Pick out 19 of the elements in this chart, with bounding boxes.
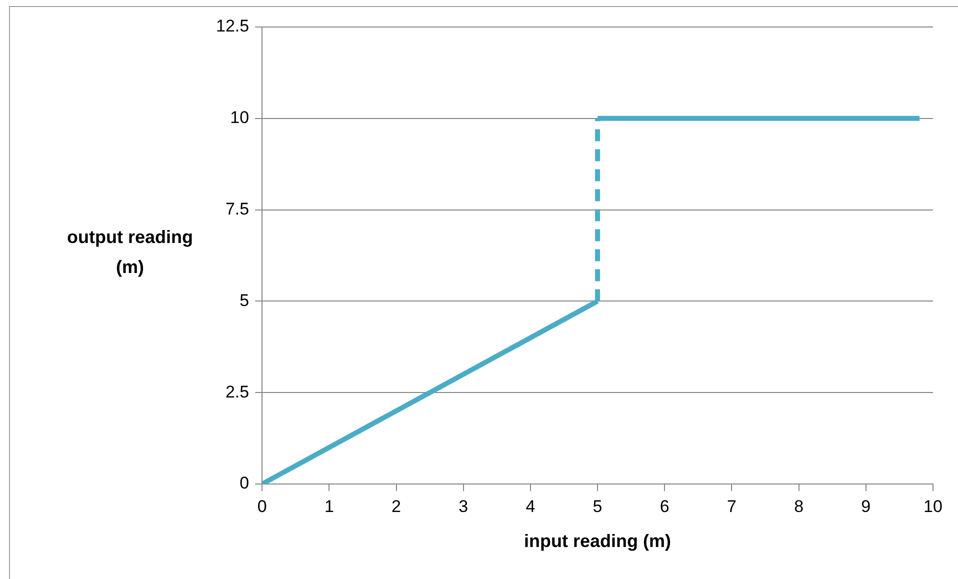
x-tick-label: 0: [257, 496, 267, 516]
y-tick-label: 2.5: [225, 382, 250, 402]
x-tick-label: 8: [794, 496, 804, 516]
y-tick-label: 5: [240, 290, 250, 310]
x-axis-title: input reading (m): [524, 531, 672, 552]
x-tick-label: 10: [924, 496, 942, 516]
x-tick-label: 5: [592, 496, 602, 516]
y-tick-label: 10: [230, 108, 250, 128]
y-tick-label: 0: [240, 474, 250, 493]
x-tick-label: 4: [526, 496, 536, 516]
x-tick-label: 6: [660, 496, 670, 516]
y-tick-label: 7.5: [225, 199, 250, 218]
y-axis-title: output reading (m): [66, 226, 194, 279]
x-tick-label: 2: [392, 496, 402, 516]
x-tick-label: 1: [324, 496, 334, 516]
x-tick-label: 9: [861, 496, 871, 516]
x-tick-label: 3: [458, 496, 468, 516]
x-tick-label: 7: [726, 496, 736, 516]
y-tick-label: 12.5: [216, 16, 250, 36]
